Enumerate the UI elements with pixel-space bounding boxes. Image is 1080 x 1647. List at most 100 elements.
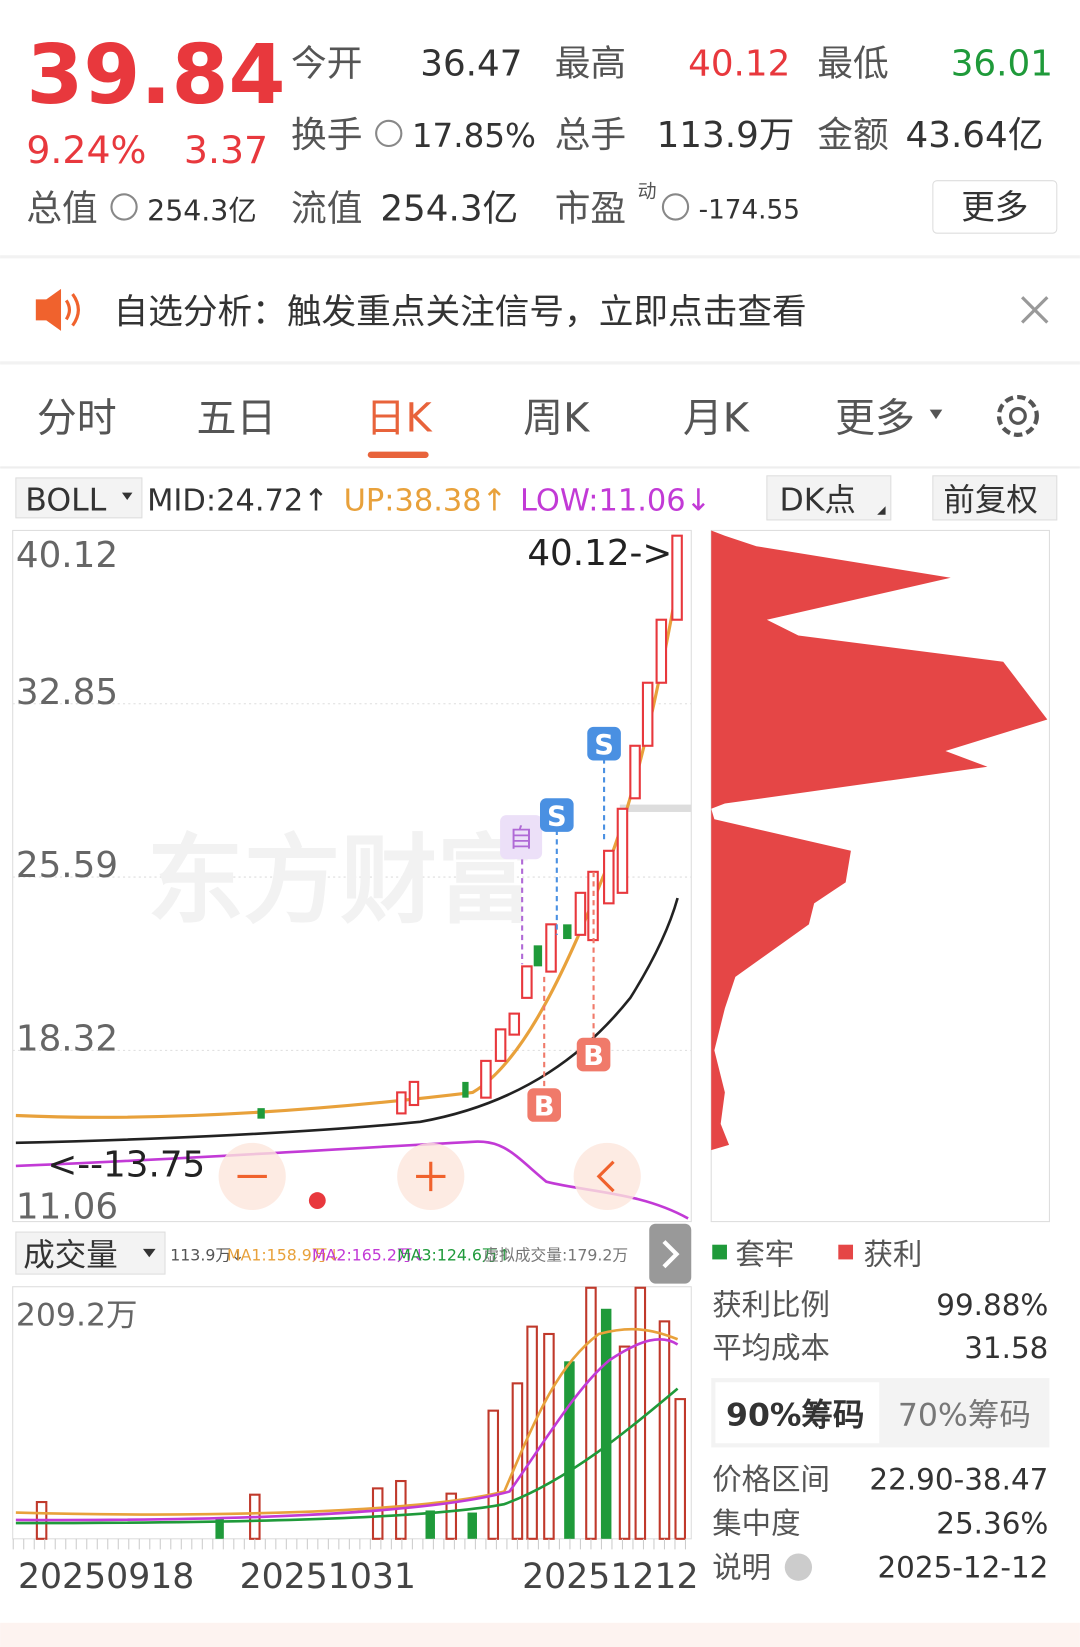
label: 市盈 (555, 189, 626, 230)
tab[interactable]: 更多 (835, 396, 915, 442)
separator (0, 361, 1080, 365)
date-label: 20251212 (522, 1557, 698, 1597)
signal-badge (576, 1037, 611, 1072)
price-line-marker (619, 804, 692, 812)
adjust-label: 前复权 (943, 482, 1038, 518)
volume-stats: 113.9万↓ MA1:158.9万↓ MA2:165.2万↓ MA3:124.… (170, 1245, 628, 1264)
indicator-name: BOLL (25, 482, 106, 518)
date-label: 20250918 (18, 1557, 194, 1597)
close-icon[interactable] (1021, 296, 1049, 324)
label: 总值 (26, 189, 97, 230)
dk-label: DK点 (779, 482, 855, 518)
volume-selector: 成交量 (23, 1238, 118, 1274)
info-icon[interactable] (110, 193, 138, 221)
signal-badge (527, 1088, 562, 1122)
info-icon[interactable] (784, 1553, 813, 1581)
label: 最低 (817, 44, 888, 85)
dropdown-arrow (929, 409, 943, 420)
label: 换手 (291, 115, 362, 156)
tab[interactable]: 五日 (197, 396, 277, 442)
value: 36.47 (420, 44, 522, 85)
row-value: 31.58 (964, 1331, 1048, 1365)
date-label: 20251031 (240, 1557, 416, 1597)
change-pct: 9.24% (26, 128, 146, 172)
tab-active[interactable]: 日K (366, 396, 433, 442)
axis-label: 18.32 (16, 1018, 118, 1059)
high-marker: 40.12-> (527, 533, 672, 574)
value: -174.55 (699, 195, 800, 225)
speaker-waves (64, 293, 80, 327)
more-button[interactable] (932, 180, 1058, 234)
row-label: 获利比例 (712, 1288, 830, 1322)
value: 254.3亿 (380, 189, 518, 230)
axis-label: 32.85 (16, 672, 118, 713)
tab[interactable]: 周K (523, 396, 590, 442)
sup: 动 (638, 180, 657, 202)
separator (0, 466, 1080, 469)
info-icon[interactable] (375, 119, 403, 148)
tab-underline (367, 451, 429, 458)
volume-bars-down (215, 1308, 612, 1539)
expand-arrow[interactable] (649, 1223, 692, 1284)
price: 39.84 (26, 28, 285, 123)
indicator-mid: MID:24.72↑ (147, 483, 329, 518)
signal-badge (500, 815, 543, 860)
row-label: 平均成本 (712, 1331, 830, 1365)
indicator-up: UP:38.38↑ (344, 483, 508, 518)
legend-label: 获利 (864, 1238, 923, 1272)
watermark: 东方财富 (147, 824, 534, 937)
signal-label: 自 (508, 824, 533, 853)
legend-swatch (712, 1244, 727, 1260)
stat: 虚拟成交量:179.2万 (483, 1245, 628, 1264)
settings-icon[interactable] (996, 394, 1039, 437)
value: 36.01 (951, 44, 1053, 85)
chip-tab-active[interactable] (715, 1382, 880, 1444)
speaker-icon (35, 288, 62, 331)
candles-down (257, 924, 572, 1119)
indicator-select[interactable] (15, 477, 143, 519)
arrow-icon (662, 1240, 680, 1269)
label: 最高 (555, 44, 626, 85)
info-icon[interactable] (661, 193, 690, 221)
banner-text[interactable]: 自选分析：触发重点关注信号，立即点击查看 (114, 293, 807, 333)
low-marker: <--13.75 (47, 1144, 205, 1185)
quote-fields: 今开 36.47 最高 40.12 最低 36.01 换手 17.85% 总手 … (26, 44, 1053, 230)
value: 113.9万 (657, 115, 795, 156)
corner-mark (877, 506, 886, 515)
row-label: 集中度 (712, 1507, 800, 1541)
chip-tab[interactable]: 70%筹码 (898, 1397, 1031, 1433)
signal-label: S (594, 730, 614, 761)
value: 43.64亿 (906, 115, 1044, 156)
stat: MA1:158.9万↓ (227, 1245, 341, 1264)
axis-label: 40.12 (16, 535, 118, 576)
separator (0, 255, 1080, 259)
tab[interactable]: 月K (683, 396, 750, 442)
signal-label: B (534, 1092, 555, 1123)
settings-icon-core (1008, 407, 1027, 425)
row-value: 22.90-38.47 (869, 1462, 1048, 1496)
row-label: 价格区间 (712, 1462, 830, 1496)
label: 总手 (555, 115, 626, 156)
signal-badge (587, 726, 621, 761)
volume-axis-label: 209.2万 (16, 1298, 138, 1334)
adjust-button[interactable] (932, 475, 1058, 521)
tab[interactable]: 分时 (37, 396, 117, 442)
boll-mid (15, 897, 679, 1145)
axis-label: 11.06 (16, 1186, 118, 1227)
dropdown-arrow (121, 492, 133, 500)
vol-ma2 (15, 1337, 679, 1522)
prev[interactable] (573, 1142, 641, 1211)
chip-details: 价格区间 22.90-38.47 集中度 25.36% 说明 2025-12-1… (712, 1462, 1048, 1584)
bottom-strip (0, 1622, 1080, 1647)
chip-distribution (711, 530, 1048, 1151)
volume-select[interactable] (15, 1231, 166, 1275)
chip-tab[interactable]: 90%筹码 (726, 1397, 864, 1433)
tabs: 分时 五日 日K 周K 月K 更多 (37, 396, 915, 442)
indicator-low: LOW:11.06↓ (520, 483, 711, 518)
candles (396, 534, 683, 1115)
price-axis: 40.12 32.85 25.59 18.32 11.06 (16, 535, 118, 1227)
dk-button[interactable] (766, 475, 892, 521)
stat: MA2:165.2万↓ (312, 1245, 426, 1264)
